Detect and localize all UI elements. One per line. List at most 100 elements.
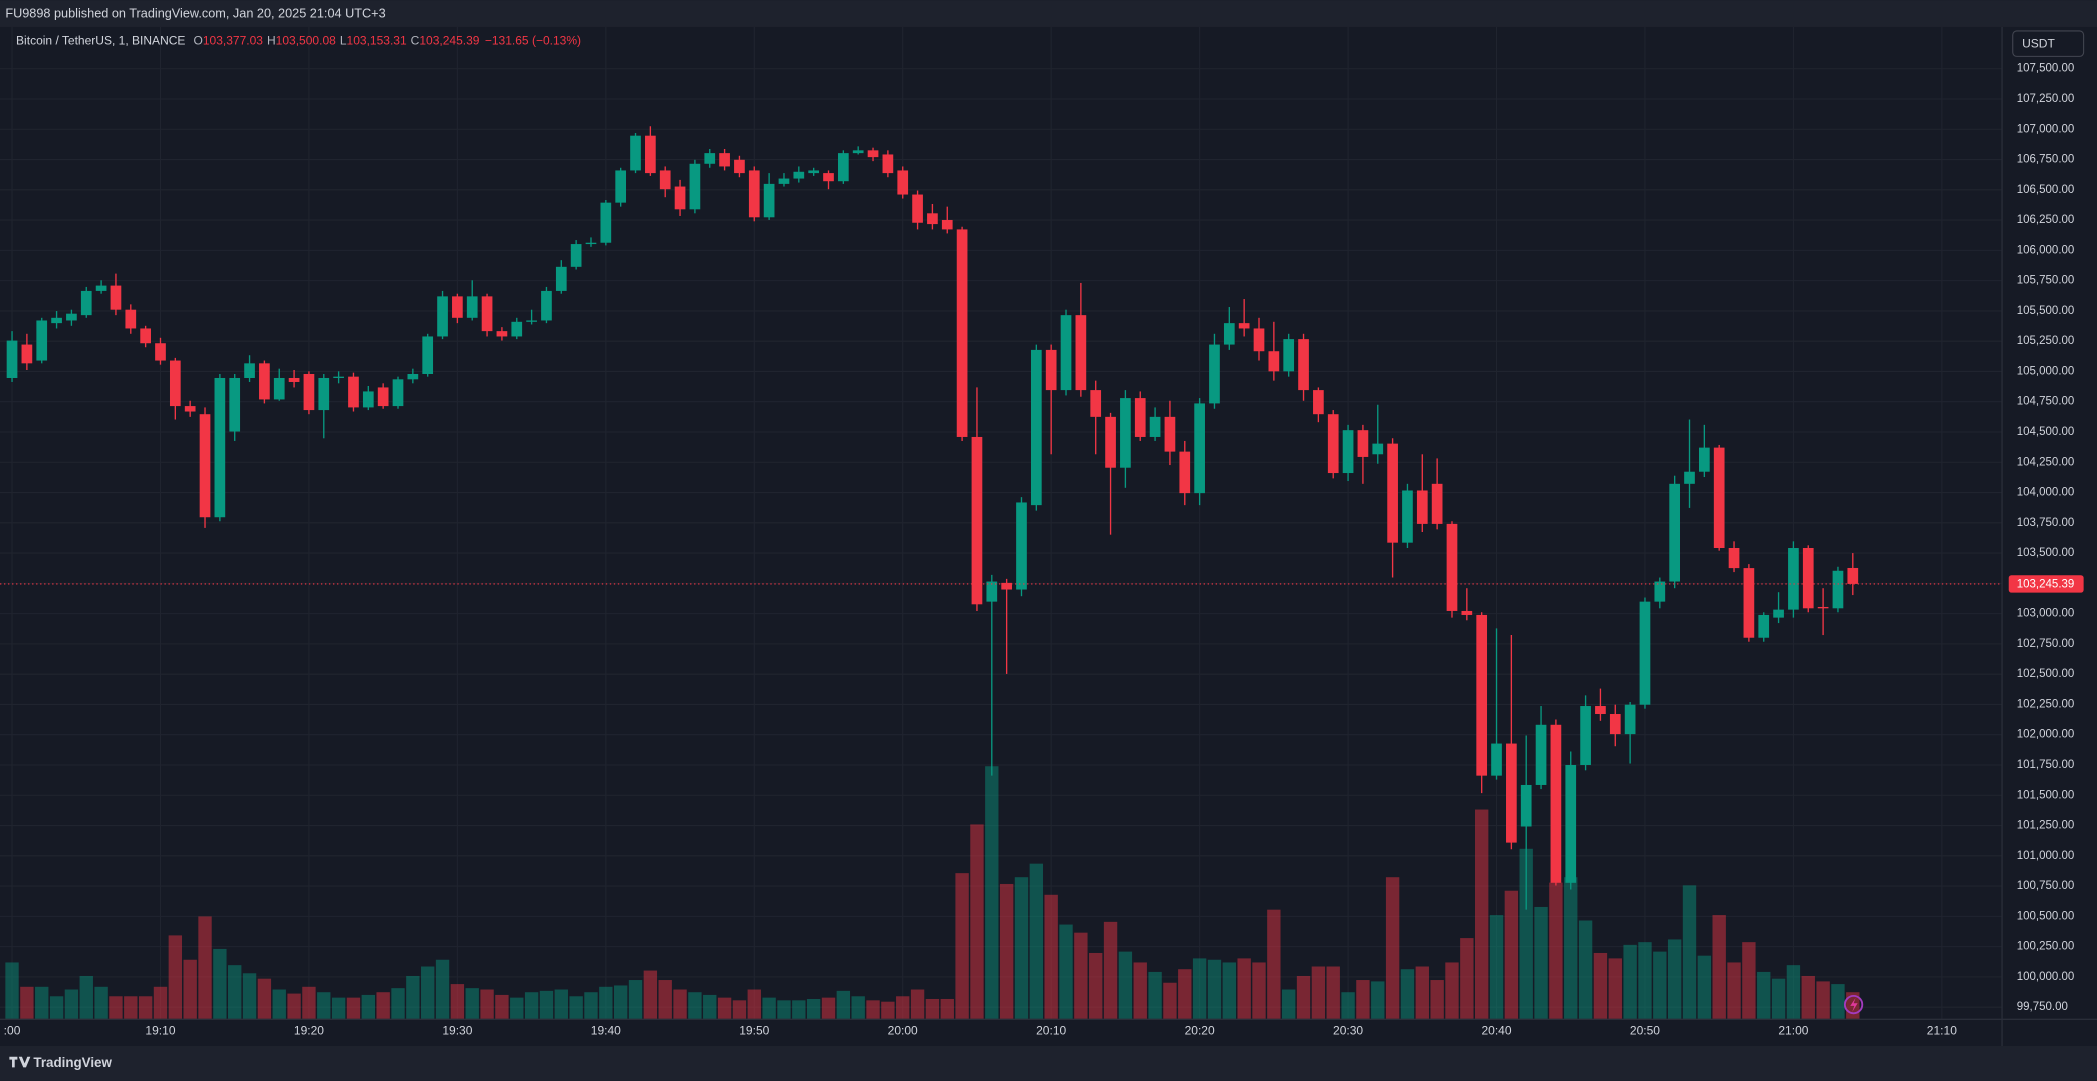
volume-bar	[1742, 942, 1756, 1020]
volume-bar	[1727, 962, 1741, 1020]
candle-body	[318, 377, 330, 411]
volume-bar	[925, 998, 940, 1020]
candle-body	[80, 290, 92, 316]
volume-bar	[450, 984, 465, 1020]
volume-bar	[999, 883, 1014, 1020]
volume-bar	[985, 766, 999, 1020]
candle-body	[1327, 414, 1339, 474]
x-tick-label: 20:20	[1185, 1023, 1215, 1037]
footer-brand[interactable]: TradingView	[33, 1055, 112, 1070]
y-tick-label: 102,500.00	[2017, 668, 2075, 680]
volume-bar	[1564, 877, 1578, 1020]
candle-body	[645, 135, 656, 174]
volume-bar	[49, 996, 64, 1020]
tv-logo[interactable]	[9, 1056, 31, 1068]
volume-bar	[1282, 989, 1296, 1020]
y-tick-label: 107,250.00	[2017, 93, 2075, 105]
candle-body	[6, 340, 18, 378]
volume-bar	[1474, 809, 1489, 1020]
candle-body	[1164, 416, 1176, 452]
volume-bar	[1489, 915, 1504, 1020]
candle-body	[481, 296, 493, 332]
candle-body	[808, 170, 820, 174]
candle-body	[21, 344, 33, 364]
candle-body	[1698, 447, 1710, 472]
y-tick-label: 101,000.00	[2017, 850, 2075, 862]
candle-body	[1090, 390, 1102, 417]
candle-body	[1654, 581, 1666, 602]
volume-bar	[1519, 848, 1533, 1020]
y-tick-label: 106,500.00	[2017, 184, 2075, 196]
candle-body	[1283, 339, 1295, 372]
icon-ring[interactable]	[1843, 994, 1864, 1015]
volume-bar	[1296, 975, 1311, 1020]
volume-bar	[1400, 969, 1415, 1020]
legend-key: O	[193, 34, 202, 48]
legend-key: L	[340, 34, 347, 48]
volume-bar	[1445, 962, 1459, 1020]
x-tick-label: 20:30	[1333, 1023, 1363, 1037]
volume-bar	[762, 997, 776, 1020]
candle-body	[1491, 743, 1502, 776]
volume-bar	[406, 975, 420, 1020]
candle-body	[1713, 447, 1725, 548]
candle-body	[1001, 582, 1012, 590]
volume-bar	[1103, 921, 1118, 1020]
volume-bar	[35, 986, 49, 1020]
candle-body	[630, 135, 641, 171]
candle-body	[941, 219, 953, 230]
volume-bar	[1593, 952, 1608, 1020]
candle-body	[927, 213, 938, 225]
candle-body	[615, 170, 627, 203]
volume-bar	[717, 997, 732, 1020]
volume-bar	[124, 996, 138, 1020]
volume-bar	[213, 948, 227, 1020]
candle-body	[1179, 451, 1191, 494]
volume-bar	[940, 998, 954, 1020]
candle-body	[734, 159, 745, 174]
candle-body	[392, 379, 404, 407]
currency-box[interactable]	[2012, 30, 2085, 57]
volume-bar	[836, 990, 851, 1020]
y-tick-label: 100,250.00	[2017, 941, 2075, 953]
candle-body	[1758, 614, 1770, 638]
candle-body	[1624, 704, 1636, 735]
candle-body	[823, 173, 834, 182]
volume-bar	[376, 992, 390, 1020]
volume-bar	[1044, 894, 1058, 1020]
candle-body	[1506, 743, 1517, 843]
volume-bar	[747, 989, 761, 1020]
candle-body	[1802, 547, 1814, 609]
candle-body	[1743, 568, 1755, 638]
candle-body	[1075, 315, 1087, 391]
candle-body	[496, 331, 508, 337]
volume-bar	[1192, 958, 1207, 1020]
currency-label[interactable]: USDT	[2022, 37, 2055, 51]
candle-body	[110, 285, 122, 310]
x-tick-label: 20:00	[888, 1023, 918, 1037]
candle-body	[1847, 567, 1859, 584]
volume-bar	[1430, 980, 1444, 1020]
volume-bar	[5, 962, 19, 1020]
candle-body	[140, 328, 151, 344]
candle-body	[348, 376, 359, 408]
volume-bar	[1638, 942, 1652, 1020]
volume-bar	[1237, 958, 1251, 1020]
volume-bar	[1178, 969, 1192, 1020]
volume-bar	[1311, 966, 1326, 1020]
volume-bar	[732, 1000, 747, 1020]
candle-body	[1149, 416, 1161, 437]
candle-body	[1194, 403, 1205, 494]
candle-body	[600, 202, 612, 243]
candle-body	[51, 317, 62, 324]
y-tick-label: 104,000.00	[2017, 487, 2075, 499]
volume-bar	[569, 996, 583, 1020]
volume-bar	[1578, 920, 1593, 1020]
icon-bolt[interactable]	[1850, 997, 1858, 1012]
volume-bar	[1801, 975, 1815, 1020]
lightning-icon[interactable]	[1843, 994, 1864, 1015]
y-tick-label: 100,000.00	[2017, 971, 2075, 983]
volume-bar	[510, 997, 524, 1020]
candle-body	[763, 183, 775, 218]
